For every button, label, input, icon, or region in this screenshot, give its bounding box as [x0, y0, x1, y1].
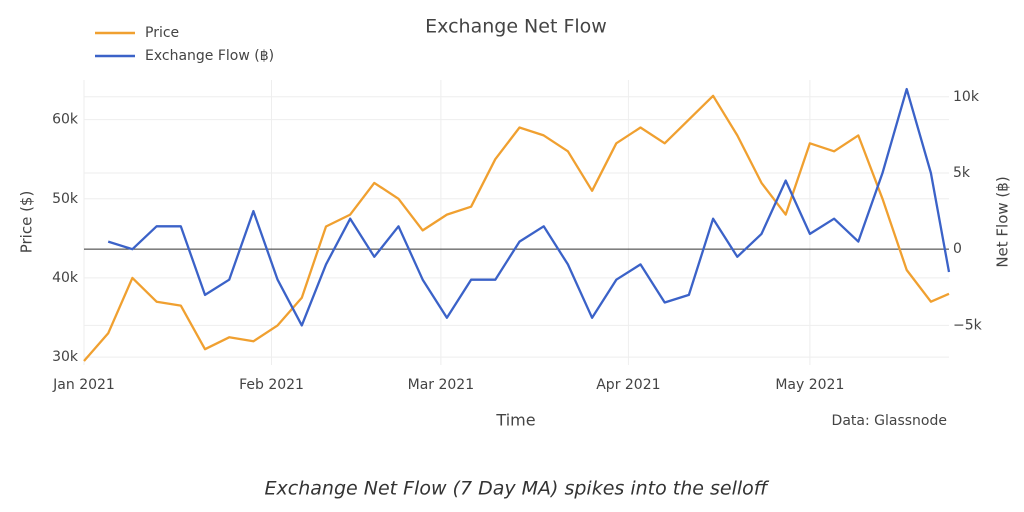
y2-axis-label: Net Flow (฿): [994, 176, 1012, 267]
y2-tick-label: 0: [953, 241, 962, 257]
x-axis-label: Time: [495, 411, 535, 430]
caption: Exchange Net Flow (7 Day MA) spikes into…: [265, 478, 770, 500]
x-tick-label: Apr 2021: [596, 377, 660, 393]
x-tick-label: May 2021: [775, 377, 844, 393]
y-tick-label: 50k: [52, 191, 79, 207]
y-tick-label: 60k: [52, 112, 79, 128]
x-tick-label: Feb 2021: [239, 377, 304, 393]
legend-label: Price: [145, 25, 179, 41]
annotation: Data: Glassnode: [832, 413, 947, 429]
y2-tick-label: 10k: [953, 89, 980, 105]
y2-tick-label: 5k: [953, 165, 971, 181]
x-tick-label: Jan 2021: [52, 377, 115, 393]
chart-title: Exchange Net Flow: [425, 16, 607, 38]
y-tick-label: 30k: [52, 349, 79, 365]
y2-tick-label: −5k: [953, 317, 983, 333]
x-tick-label: Mar 2021: [408, 377, 475, 393]
y-axis-label: Price ($): [18, 191, 36, 254]
series-line: [107, 87, 951, 327]
series-line: [83, 94, 950, 362]
legend-label: Exchange Flow (฿): [145, 48, 274, 64]
y-tick-label: 40k: [52, 270, 79, 286]
